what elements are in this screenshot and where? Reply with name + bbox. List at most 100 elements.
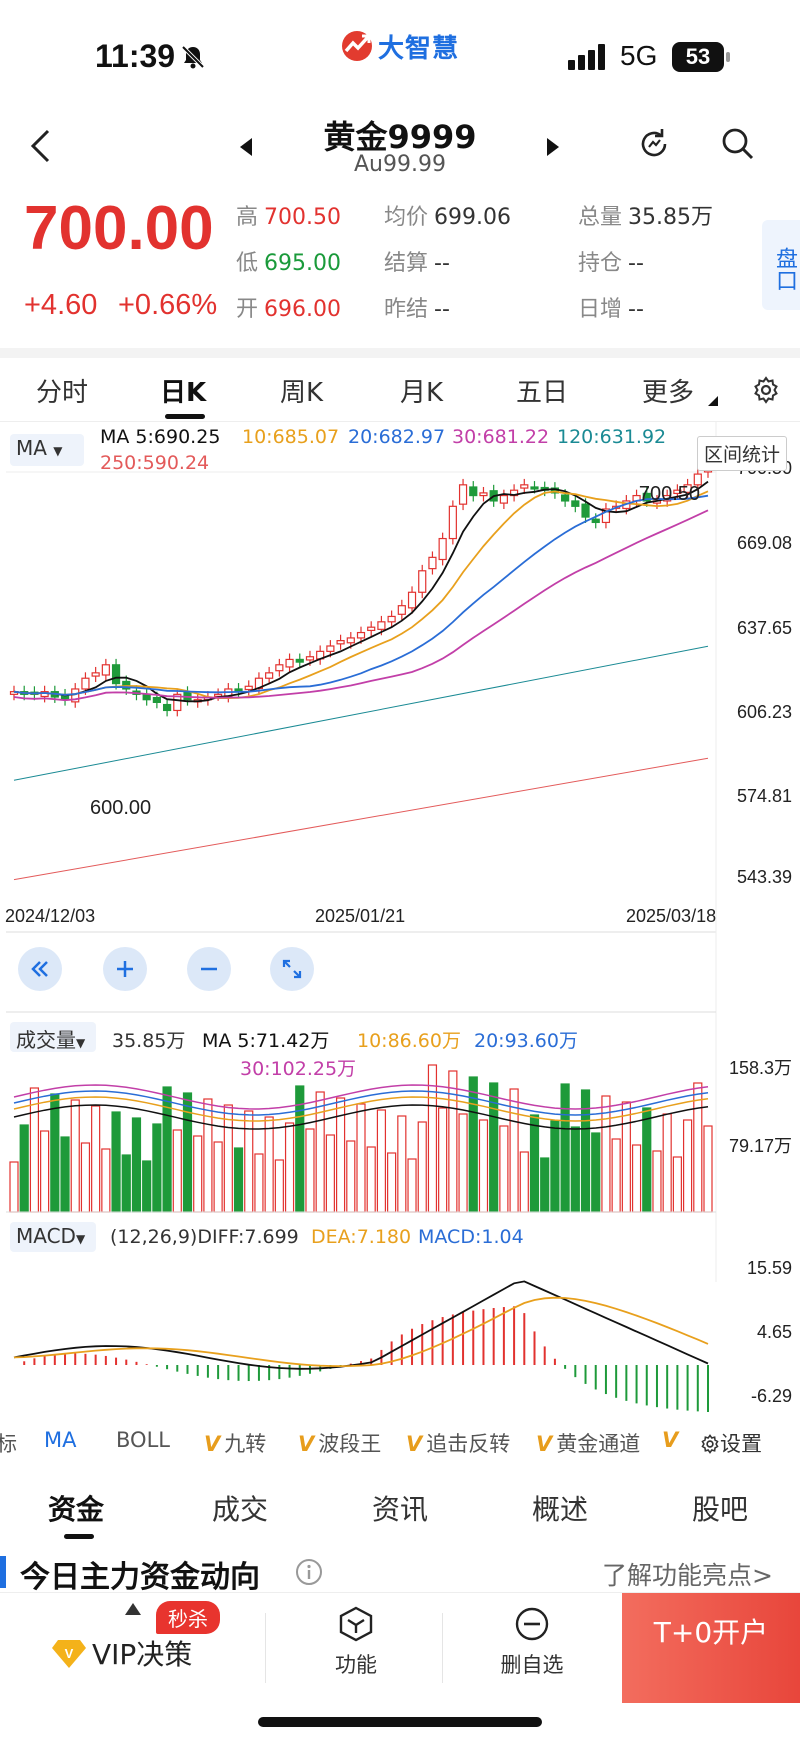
info-icon[interactable]: [295, 1558, 323, 1586]
remove-watchlist-button[interactable]: 删自选: [482, 1605, 582, 1679]
tab-more[interactable]: 更多: [642, 378, 695, 408]
tab-monthly-k[interactable]: 月K: [400, 378, 444, 408]
stat-settle: 结算 --: [384, 251, 450, 276]
back-icon[interactable]: [28, 128, 54, 164]
stat-open-interest: 持仓 --: [578, 251, 644, 276]
indicator-huangjin[interactable]: V 黄金通道: [536, 1432, 641, 1456]
volume-bar: [40, 1130, 50, 1213]
svg-text:V: V: [65, 1646, 74, 1661]
high-annotation: 700.50: [639, 483, 700, 505]
indicator-zhuiji[interactable]: V 追击反转: [406, 1432, 511, 1456]
volume-bar: [284, 1122, 295, 1213]
vol-y-label: 79.17万: [729, 1136, 792, 1156]
prev-instrument-icon[interactable]: [240, 138, 254, 156]
indicator-partial[interactable]: 标: [0, 1432, 17, 1456]
kline-chart-svg[interactable]: 700.50 669.08 637.65 606.23 574.81 543.39 2024…: [0, 422, 800, 1412]
stat-avg: 均价 699.06: [384, 205, 511, 230]
volume-bar: [611, 1138, 621, 1213]
tab-forum[interactable]: 股吧: [692, 1493, 749, 1526]
volume-bar: [233, 1147, 244, 1213]
function-button[interactable]: 功能: [306, 1605, 406, 1679]
logo-text: 大智慧: [378, 33, 460, 64]
tab-intraday[interactable]: 分时: [36, 378, 89, 408]
candle-body: [448, 505, 457, 540]
cube-icon: [339, 1606, 373, 1642]
status-time: 11:39: [95, 38, 176, 74]
candle-body: [91, 672, 100, 677]
candle-body: [458, 484, 468, 505]
volume-bar: [325, 1134, 335, 1213]
tab-five-day[interactable]: 五日: [516, 378, 569, 408]
ma-indicator-select[interactable]: MA ▼: [10, 434, 84, 466]
volume-bar: [591, 1132, 601, 1213]
next-instrument-icon[interactable]: [545, 138, 559, 156]
indicator-strip: 标 MA BOLL V 九转 V 波段王 V 追击反转 V 黄金通道 V 设置: [0, 1412, 800, 1472]
tab-weekly-k[interactable]: 周K: [280, 378, 324, 408]
volume-bar: [50, 1093, 60, 1213]
tab-funds[interactable]: 资金: [48, 1493, 105, 1526]
search-icon[interactable]: [720, 126, 756, 162]
volume-bar: [213, 1141, 223, 1213]
candle-body: [571, 500, 580, 507]
vip-decision-button[interactable]: V VIP决策: [52, 1633, 192, 1673]
indicator-settings[interactable]: 设置: [700, 1428, 762, 1458]
candle-body: [683, 484, 692, 493]
indicator-boduanwang[interactable]: V 波段王: [298, 1432, 382, 1456]
indicator-boll[interactable]: BOLL: [116, 1428, 170, 1452]
legend-ma250: 250:590.24: [100, 452, 210, 474]
candle-body: [162, 703, 172, 712]
volume-bar: [387, 1152, 397, 1213]
tab-trades[interactable]: 成交: [212, 1493, 269, 1526]
indicator-partial-v[interactable]: V: [662, 1428, 682, 1452]
zoom-out-button[interactable]: [187, 947, 231, 991]
candle-body: [367, 626, 376, 632]
volume-bar: [356, 1103, 366, 1213]
vip-v-icon: V: [204, 1432, 221, 1456]
quote-panel: 700.00 +4.60 +0.66% 高 700.50 低 695.00 开 696…: [0, 185, 800, 345]
pankou-button[interactable]: 盘口: [762, 220, 800, 310]
volume-bar: [152, 1123, 162, 1213]
macd-legend-macd: MACD:1.04: [418, 1226, 524, 1248]
volume-bar: [693, 1082, 703, 1213]
volume-bar: [570, 1126, 580, 1213]
refresh-icon[interactable]: [636, 126, 672, 162]
volume-bar: [662, 1113, 672, 1213]
macd-legend-diff: (12,26,9)DIFF:7.699: [110, 1226, 299, 1248]
volume-bar: [672, 1156, 682, 1213]
ma250-line: [13, 757, 709, 881]
candle-body: [673, 489, 682, 495]
candle-body: [479, 492, 488, 497]
stat-volume: 总量 35.85万: [578, 205, 713, 230]
learn-features-link[interactable]: 了解功能亮点>: [602, 1561, 773, 1590]
open-account-button[interactable]: T+0开户: [622, 1593, 800, 1703]
range-stats-button[interactable]: 区间统计: [697, 436, 788, 471]
indicator-jiuzhuan[interactable]: V 九转: [204, 1432, 267, 1456]
volume-bar: [162, 1086, 172, 1213]
scroll-left-button[interactable]: [18, 947, 62, 991]
app-logo: 大智慧: [340, 26, 459, 66]
indicator-ma[interactable]: MA: [44, 1428, 77, 1452]
volume-bar: [519, 1151, 529, 1213]
volume-indicator-select[interactable]: 成交量▼: [10, 1022, 96, 1052]
macd-indicator-select[interactable]: MACD▼: [10, 1222, 96, 1252]
tab-news[interactable]: 资讯: [372, 1493, 429, 1526]
volume-bar: [703, 1125, 713, 1213]
fullscreen-button[interactable]: [270, 947, 314, 991]
zoom-in-button[interactable]: [103, 947, 147, 991]
candle-body: [173, 693, 182, 712]
volume-bar: [621, 1101, 631, 1213]
nav-bar: 黄金9999 Au99.99: [0, 110, 800, 185]
vol-ma20-line: [13, 1090, 709, 1116]
tab-overview[interactable]: 概述: [532, 1493, 589, 1526]
tab-daily-k[interactable]: 日K: [160, 378, 207, 408]
candle-body: [520, 484, 529, 489]
expand-up-icon[interactable]: [125, 1603, 141, 1615]
chart-area: 700.50 669.08 637.65 606.23 574.81 543.39 2024…: [0, 422, 800, 1412]
volume-bar: [80, 1142, 91, 1213]
settings-gear-icon[interactable]: [752, 376, 780, 404]
volume-bar: [642, 1107, 652, 1213]
legend-ma20: 20:682.97: [348, 426, 446, 448]
volume-bar: [315, 1091, 325, 1213]
candle-body: [305, 656, 315, 661]
vip-v-icon: V: [406, 1432, 423, 1456]
